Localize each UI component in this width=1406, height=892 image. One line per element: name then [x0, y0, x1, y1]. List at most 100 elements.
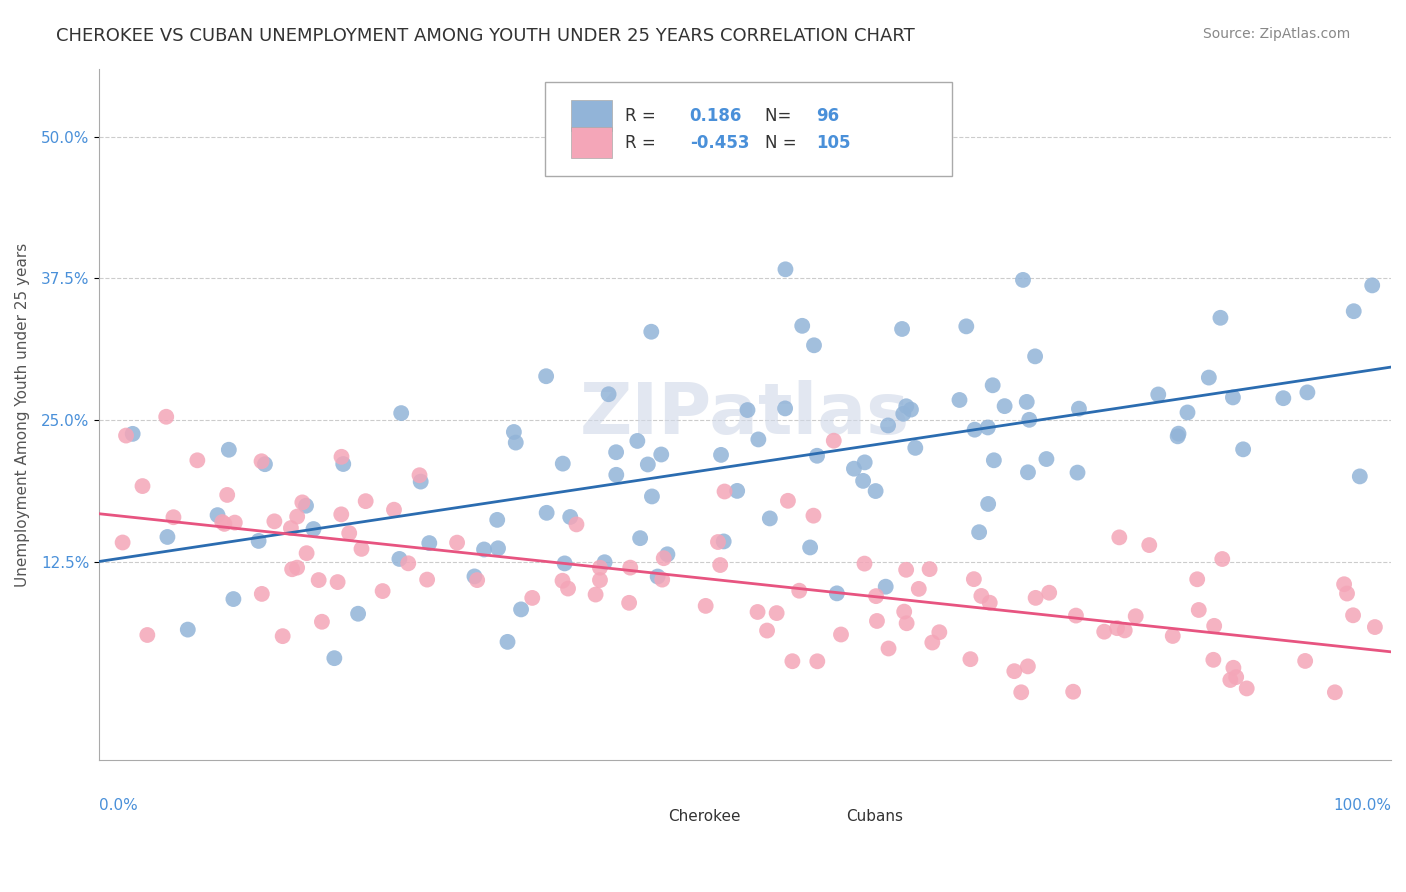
Point: [295, 546, 318, 560]
Point: [465, 573, 488, 587]
Point: [536, 506, 558, 520]
Point: [218, 442, 240, 457]
Text: Cubans: Cubans: [846, 809, 903, 824]
Point: [1108, 530, 1130, 544]
Text: R =: R =: [626, 134, 661, 152]
Point: [1015, 395, 1038, 409]
FancyBboxPatch shape: [571, 128, 612, 158]
Point: [877, 418, 900, 433]
Point: [382, 502, 405, 516]
FancyBboxPatch shape: [804, 804, 841, 829]
Point: [877, 641, 900, 656]
Point: [589, 573, 612, 587]
Point: [1272, 391, 1295, 405]
Point: [1017, 659, 1039, 673]
Point: [830, 627, 852, 641]
Point: [747, 433, 769, 447]
Point: [605, 445, 627, 459]
Point: [337, 526, 360, 541]
Point: [747, 605, 769, 619]
Point: [799, 541, 821, 555]
Point: [710, 448, 733, 462]
Point: [900, 402, 922, 417]
Point: [281, 562, 304, 576]
Point: [1017, 465, 1039, 479]
Point: [1167, 429, 1189, 443]
Point: [1161, 629, 1184, 643]
Point: [647, 569, 669, 583]
FancyBboxPatch shape: [546, 82, 952, 176]
Point: [323, 651, 346, 665]
Point: [759, 511, 782, 525]
Point: [418, 536, 440, 550]
Point: [891, 407, 914, 421]
Text: 100.0%: 100.0%: [1333, 798, 1391, 814]
Point: [619, 560, 641, 574]
Point: [713, 484, 735, 499]
Point: [253, 457, 276, 471]
Point: [247, 533, 270, 548]
Point: [994, 399, 1017, 413]
Point: [396, 557, 419, 571]
FancyBboxPatch shape: [628, 804, 665, 829]
Point: [291, 495, 314, 509]
Point: [1294, 654, 1316, 668]
Point: [416, 573, 439, 587]
Point: [787, 583, 810, 598]
Point: [280, 521, 302, 535]
Point: [637, 458, 659, 472]
Point: [695, 599, 717, 613]
Point: [250, 454, 273, 468]
Point: [162, 510, 184, 524]
Point: [904, 441, 927, 455]
Point: [865, 484, 887, 499]
Point: [1188, 603, 1211, 617]
Point: [121, 426, 143, 441]
Point: [641, 490, 664, 504]
Point: [446, 535, 468, 549]
Point: [408, 468, 430, 483]
Point: [983, 453, 1005, 467]
Point: [1018, 413, 1040, 427]
Point: [891, 322, 914, 336]
Point: [207, 508, 229, 522]
Point: [308, 573, 330, 587]
Text: Source: ZipAtlas.com: Source: ZipAtlas.com: [1202, 27, 1350, 41]
Point: [918, 562, 941, 576]
Point: [214, 516, 236, 531]
Point: [593, 555, 616, 569]
Point: [177, 623, 200, 637]
Point: [823, 434, 845, 448]
Point: [1348, 469, 1371, 483]
Point: [1147, 387, 1170, 401]
Point: [1225, 670, 1247, 684]
Point: [302, 522, 325, 536]
Point: [628, 531, 651, 545]
Point: [1137, 538, 1160, 552]
Point: [486, 541, 509, 556]
Point: [285, 560, 308, 574]
Point: [271, 629, 294, 643]
Point: [505, 435, 527, 450]
Text: CHEROKEE VS CUBAN UNEMPLOYMENT AMONG YOUTH UNDER 25 YEARS CORRELATION CHART: CHEROKEE VS CUBAN UNEMPLOYMENT AMONG YOU…: [56, 27, 915, 45]
Point: [725, 483, 748, 498]
Point: [617, 596, 640, 610]
Point: [650, 448, 672, 462]
Point: [896, 616, 918, 631]
Point: [970, 589, 993, 603]
Point: [496, 635, 519, 649]
Point: [921, 635, 943, 649]
Point: [1114, 624, 1136, 638]
Point: [959, 652, 981, 666]
Point: [326, 575, 349, 590]
Point: [803, 338, 825, 352]
Point: [1177, 405, 1199, 419]
Point: [825, 586, 848, 600]
Point: [502, 425, 524, 439]
Y-axis label: Unemployment Among Youth under 25 years: Unemployment Among Youth under 25 years: [15, 243, 30, 587]
Point: [1066, 466, 1088, 480]
Point: [222, 592, 245, 607]
Point: [1025, 591, 1047, 605]
Point: [534, 369, 557, 384]
Point: [853, 557, 876, 571]
